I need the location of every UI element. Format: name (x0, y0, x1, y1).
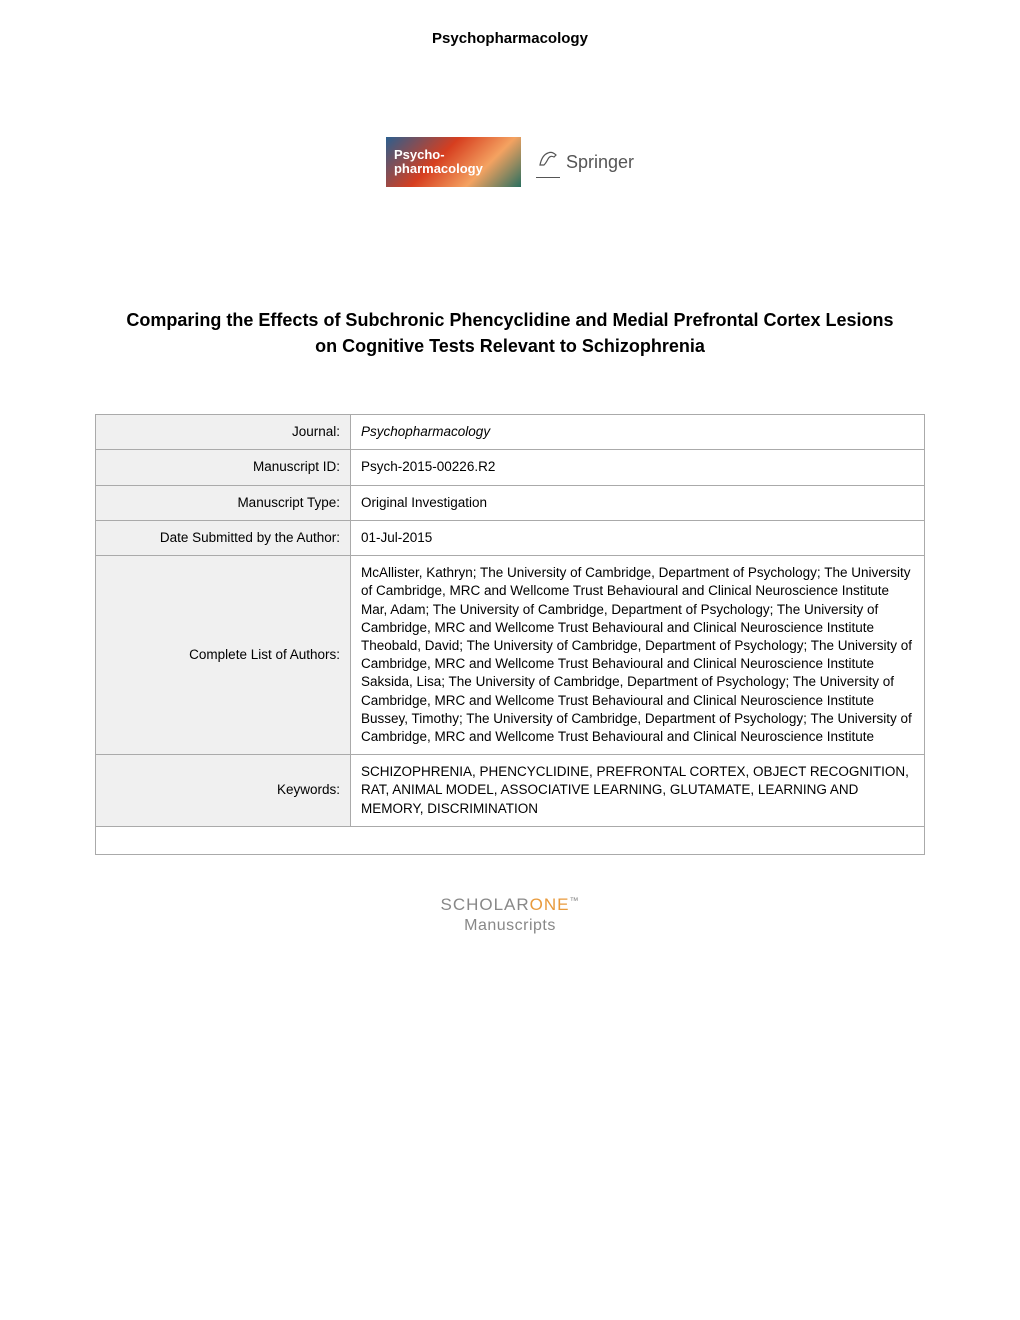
psycho-logo-line1: Psycho- (394, 148, 521, 162)
table-row: Journal:Psychopharmacology (96, 415, 925, 450)
journal-header: Psychopharmacology (95, 30, 925, 47)
table-row: Keywords:SCHIZOPHRENIA, PHENCYCLIDINE, P… (96, 755, 925, 827)
metadata-value: McAllister, Kathryn; The University of C… (351, 556, 925, 755)
table-row: Complete List of Authors:McAllister, Kat… (96, 556, 925, 755)
springer-logo: Springer (536, 147, 634, 178)
metadata-label: Manuscript Type: (96, 485, 351, 520)
logo-row: Psycho- pharmacology Springer (95, 137, 925, 187)
table-row: Date Submitted by the Author:01-Jul-2015 (96, 520, 925, 555)
metadata-value: SCHIZOPHRENIA, PHENCYCLIDINE, PREFRONTAL… (351, 755, 925, 827)
metadata-label: Complete List of Authors: (96, 556, 351, 755)
psychopharmacology-logo: Psycho- pharmacology (386, 137, 521, 187)
metadata-label: Date Submitted by the Author: (96, 520, 351, 555)
scholarone-sub: Manuscripts (95, 917, 925, 935)
empty-cell (96, 826, 925, 854)
scholarone-scholar: SCHOLAR (440, 895, 529, 914)
metadata-label: Manuscript ID: (96, 450, 351, 485)
metadata-value: Psychopharmacology (351, 415, 925, 450)
metadata-label: Journal: (96, 415, 351, 450)
metadata-table: Journal:PsychopharmacologyManuscript ID:… (95, 414, 925, 855)
table-row: Manuscript Type:Original Investigation (96, 485, 925, 520)
springer-horse-icon (536, 147, 560, 178)
metadata-value: Original Investigation (351, 485, 925, 520)
psycho-logo-line2: pharmacology (394, 162, 521, 176)
metadata-value: 01-Jul-2015 (351, 520, 925, 555)
springer-text: Springer (566, 152, 634, 173)
article-title: Comparing the Effects of Subchronic Phen… (95, 307, 925, 359)
metadata-label: Keywords: (96, 755, 351, 827)
table-row: Manuscript ID:Psych-2015-00226.R2 (96, 450, 925, 485)
scholarone-tm: ™ (570, 895, 580, 905)
metadata-value: Psych-2015-00226.R2 (351, 450, 925, 485)
scholarone-footer: SCHOLARONE™ Manuscripts (95, 895, 925, 935)
scholarone-one: ONE (530, 895, 570, 914)
table-row-empty (96, 826, 925, 854)
